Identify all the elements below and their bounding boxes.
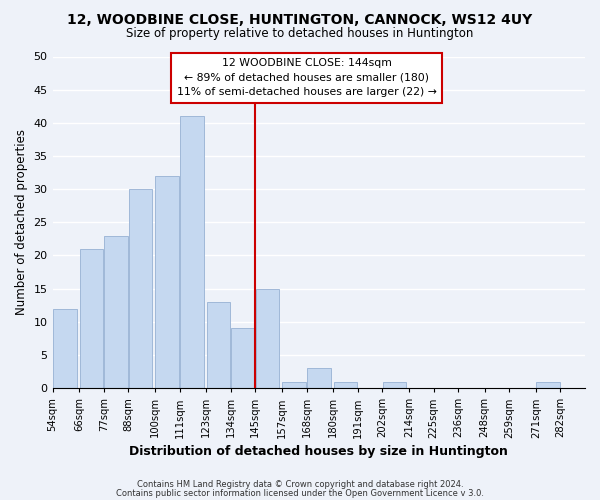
Bar [283,382,306,388]
Bar [536,382,560,388]
Bar [80,249,103,388]
Text: 12 WOODBINE CLOSE: 144sqm
← 89% of detached houses are smaller (180)
11% of semi: 12 WOODBINE CLOSE: 144sqm ← 89% of detac… [176,58,436,98]
Bar [129,189,152,388]
Bar [104,236,128,388]
Bar [53,308,77,388]
Bar [207,302,230,388]
Bar [180,116,203,388]
Text: Contains public sector information licensed under the Open Government Licence v : Contains public sector information licen… [116,489,484,498]
Text: 12, WOODBINE CLOSE, HUNTINGTON, CANNOCK, WS12 4UY: 12, WOODBINE CLOSE, HUNTINGTON, CANNOCK,… [67,12,533,26]
Bar [231,328,255,388]
X-axis label: Distribution of detached houses by size in Huntington: Distribution of detached houses by size … [130,444,508,458]
Bar [307,368,331,388]
Bar [256,288,280,388]
Y-axis label: Number of detached properties: Number of detached properties [15,130,28,316]
Text: Contains HM Land Registry data © Crown copyright and database right 2024.: Contains HM Land Registry data © Crown c… [137,480,463,489]
Bar [383,382,406,388]
Bar [334,382,358,388]
Text: Size of property relative to detached houses in Huntington: Size of property relative to detached ho… [127,28,473,40]
Bar [155,176,179,388]
